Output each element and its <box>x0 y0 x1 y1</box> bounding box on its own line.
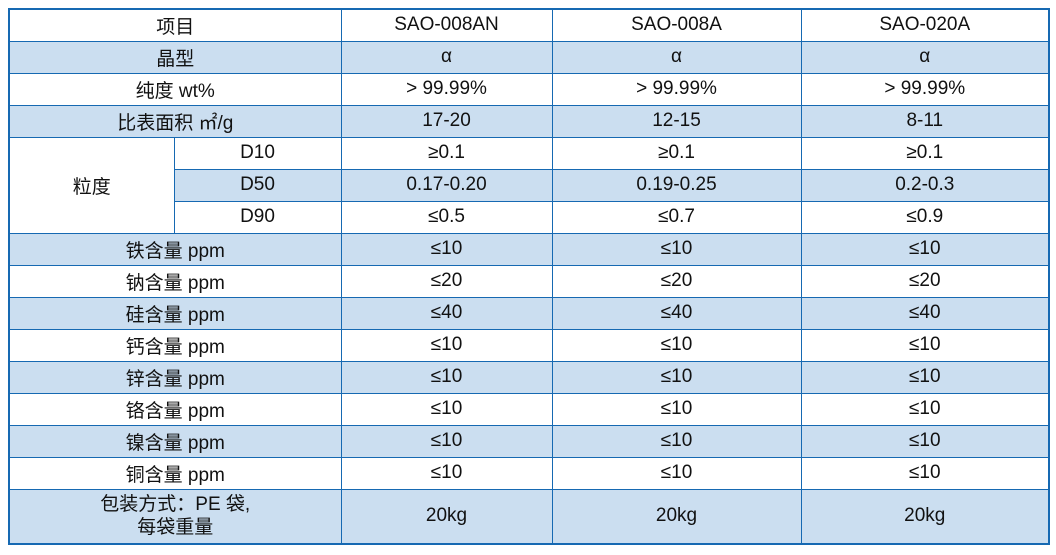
row-label: 纯度 wt% <box>8 72 342 106</box>
table-row-copper: 铜含量 ppm ≤10 ≤10 ≤10 <box>8 456 1050 490</box>
row-label: 铜含量 ppm <box>8 456 342 490</box>
col-header-product-3: SAO-020A <box>800 8 1050 42</box>
cell-value: ≤10 <box>551 392 802 426</box>
cell-value: ≥0.1 <box>800 136 1050 170</box>
cell-value: > 99.99% <box>800 72 1050 106</box>
table-row-sodium: 钠含量 ppm ≤20 ≤20 ≤20 <box>8 264 1050 298</box>
particle-size-group-label: 粒度 <box>8 136 175 234</box>
header-item-label: 项目 <box>8 8 342 42</box>
cell-value: ≤10 <box>800 232 1050 266</box>
cell-value: α <box>340 40 553 74</box>
row-label: 钙含量 ppm <box>8 328 342 362</box>
cell-value: ≤10 <box>551 232 802 266</box>
cell-value: ≤10 <box>551 360 802 394</box>
packaging-label: 包装方式：PE 袋, 每袋重量 <box>8 488 342 545</box>
cell-value: ≤40 <box>800 296 1050 330</box>
cell-value: α <box>551 40 802 74</box>
cell-value: ≥0.1 <box>551 136 802 170</box>
row-label: 铁含量 ppm <box>8 232 342 266</box>
table-row-purity: 纯度 wt% > 99.99% > 99.99% > 99.99% <box>8 72 1050 106</box>
cell-value: ≤10 <box>551 424 802 458</box>
cell-value: 12-15 <box>551 104 802 138</box>
table-row-nickel: 镍含量 ppm ≤10 ≤10 ≤10 <box>8 424 1050 458</box>
table-row-particle-d10: 粒度 D10 ≥0.1 ≥0.1 ≥0.1 <box>8 136 1050 234</box>
row-label: 钠含量 ppm <box>8 264 342 298</box>
cell-value: 17-20 <box>340 104 553 138</box>
cell-value: ≤10 <box>800 424 1050 458</box>
cell-value: ≤10 <box>551 328 802 362</box>
cell-value: ≤20 <box>340 264 553 298</box>
table-row-silicon: 硅含量 ppm ≤40 ≤40 ≤40 <box>8 296 1050 330</box>
subrow-label-d10: D10 <box>173 136 342 170</box>
row-label: 锌含量 ppm <box>8 360 342 394</box>
cell-value: ≤10 <box>340 360 553 394</box>
col-header-product-2: SAO-008A <box>551 8 802 42</box>
cell-value: > 99.99% <box>551 72 802 106</box>
cell-value: ≤10 <box>551 456 802 490</box>
cell-value: ≤40 <box>340 296 553 330</box>
cell-value: ≤10 <box>800 360 1050 394</box>
table-row-crystal-form: 晶型 α α α <box>8 40 1050 74</box>
table-row-particle-d50: D50 0.17-0.20 0.19-0.25 0.2-0.3 <box>9 168 1050 202</box>
cell-value: 20kg <box>800 488 1050 545</box>
row-label: 镍含量 ppm <box>8 424 342 458</box>
subrow-label-d50: D50 <box>173 168 342 202</box>
table-row-iron: 铁含量 ppm ≤10 ≤10 ≤10 <box>8 232 1050 266</box>
cell-value: ≤20 <box>551 264 802 298</box>
row-label: 硅含量 ppm <box>8 296 342 330</box>
table-row-zinc: 锌含量 ppm ≤10 ≤10 ≤10 <box>8 360 1050 394</box>
cell-value: 20kg <box>551 488 802 545</box>
cell-value: ≤0.5 <box>340 200 553 234</box>
cell-value: ≤10 <box>340 424 553 458</box>
subrow-label-d90: D90 <box>173 200 342 234</box>
cell-value: ≤0.9 <box>800 200 1050 234</box>
cell-value: 8-11 <box>800 104 1050 138</box>
cell-value: ≤20 <box>800 264 1050 298</box>
product-spec-table: 项目 SAO-008AN SAO-008A SAO-020A 晶型 α α α … <box>8 8 1051 545</box>
cell-value: 20kg <box>340 488 553 545</box>
cell-value: > 99.99% <box>340 72 553 106</box>
cell-value: ≤0.7 <box>551 200 802 234</box>
packaging-label-line1: 包装方式：PE 袋, <box>100 494 251 516</box>
cell-value: ≤10 <box>340 232 553 266</box>
cell-value: ≤10 <box>800 392 1050 426</box>
cell-value: ≥0.1 <box>340 136 553 170</box>
cell-value: 0.19-0.25 <box>551 168 802 202</box>
cell-value: ≤10 <box>340 456 553 490</box>
cell-value: 0.17-0.20 <box>340 168 553 202</box>
row-label: 铬含量 ppm <box>8 392 342 426</box>
cell-value: ≤10 <box>340 328 553 362</box>
table-row-particle-d90: D90 ≤0.5 ≤0.7 ≤0.9 <box>9 200 1050 234</box>
cell-value: 0.2-0.3 <box>800 168 1050 202</box>
cell-value: ≤10 <box>340 392 553 426</box>
cell-value: α <box>800 40 1050 74</box>
header-row: 项目 SAO-008AN SAO-008A SAO-020A <box>8 8 1050 42</box>
packaging-label-line2: 每袋重量 <box>137 517 214 539</box>
col-header-product-1: SAO-008AN <box>340 8 553 42</box>
row-label: 比表面积 ㎡/g <box>8 104 342 138</box>
cell-value: ≤40 <box>551 296 802 330</box>
cell-value: ≤10 <box>800 328 1050 362</box>
cell-value: ≤10 <box>800 456 1050 490</box>
table-row-packaging: 包装方式：PE 袋, 每袋重量 20kg 20kg 20kg <box>8 488 1050 545</box>
table-row-calcium: 钙含量 ppm ≤10 ≤10 ≤10 <box>8 328 1050 362</box>
row-label: 晶型 <box>8 40 342 74</box>
table-row-surface-area: 比表面积 ㎡/g 17-20 12-15 8-11 <box>8 104 1050 138</box>
table-row-chromium: 铬含量 ppm ≤10 ≤10 ≤10 <box>8 392 1050 426</box>
